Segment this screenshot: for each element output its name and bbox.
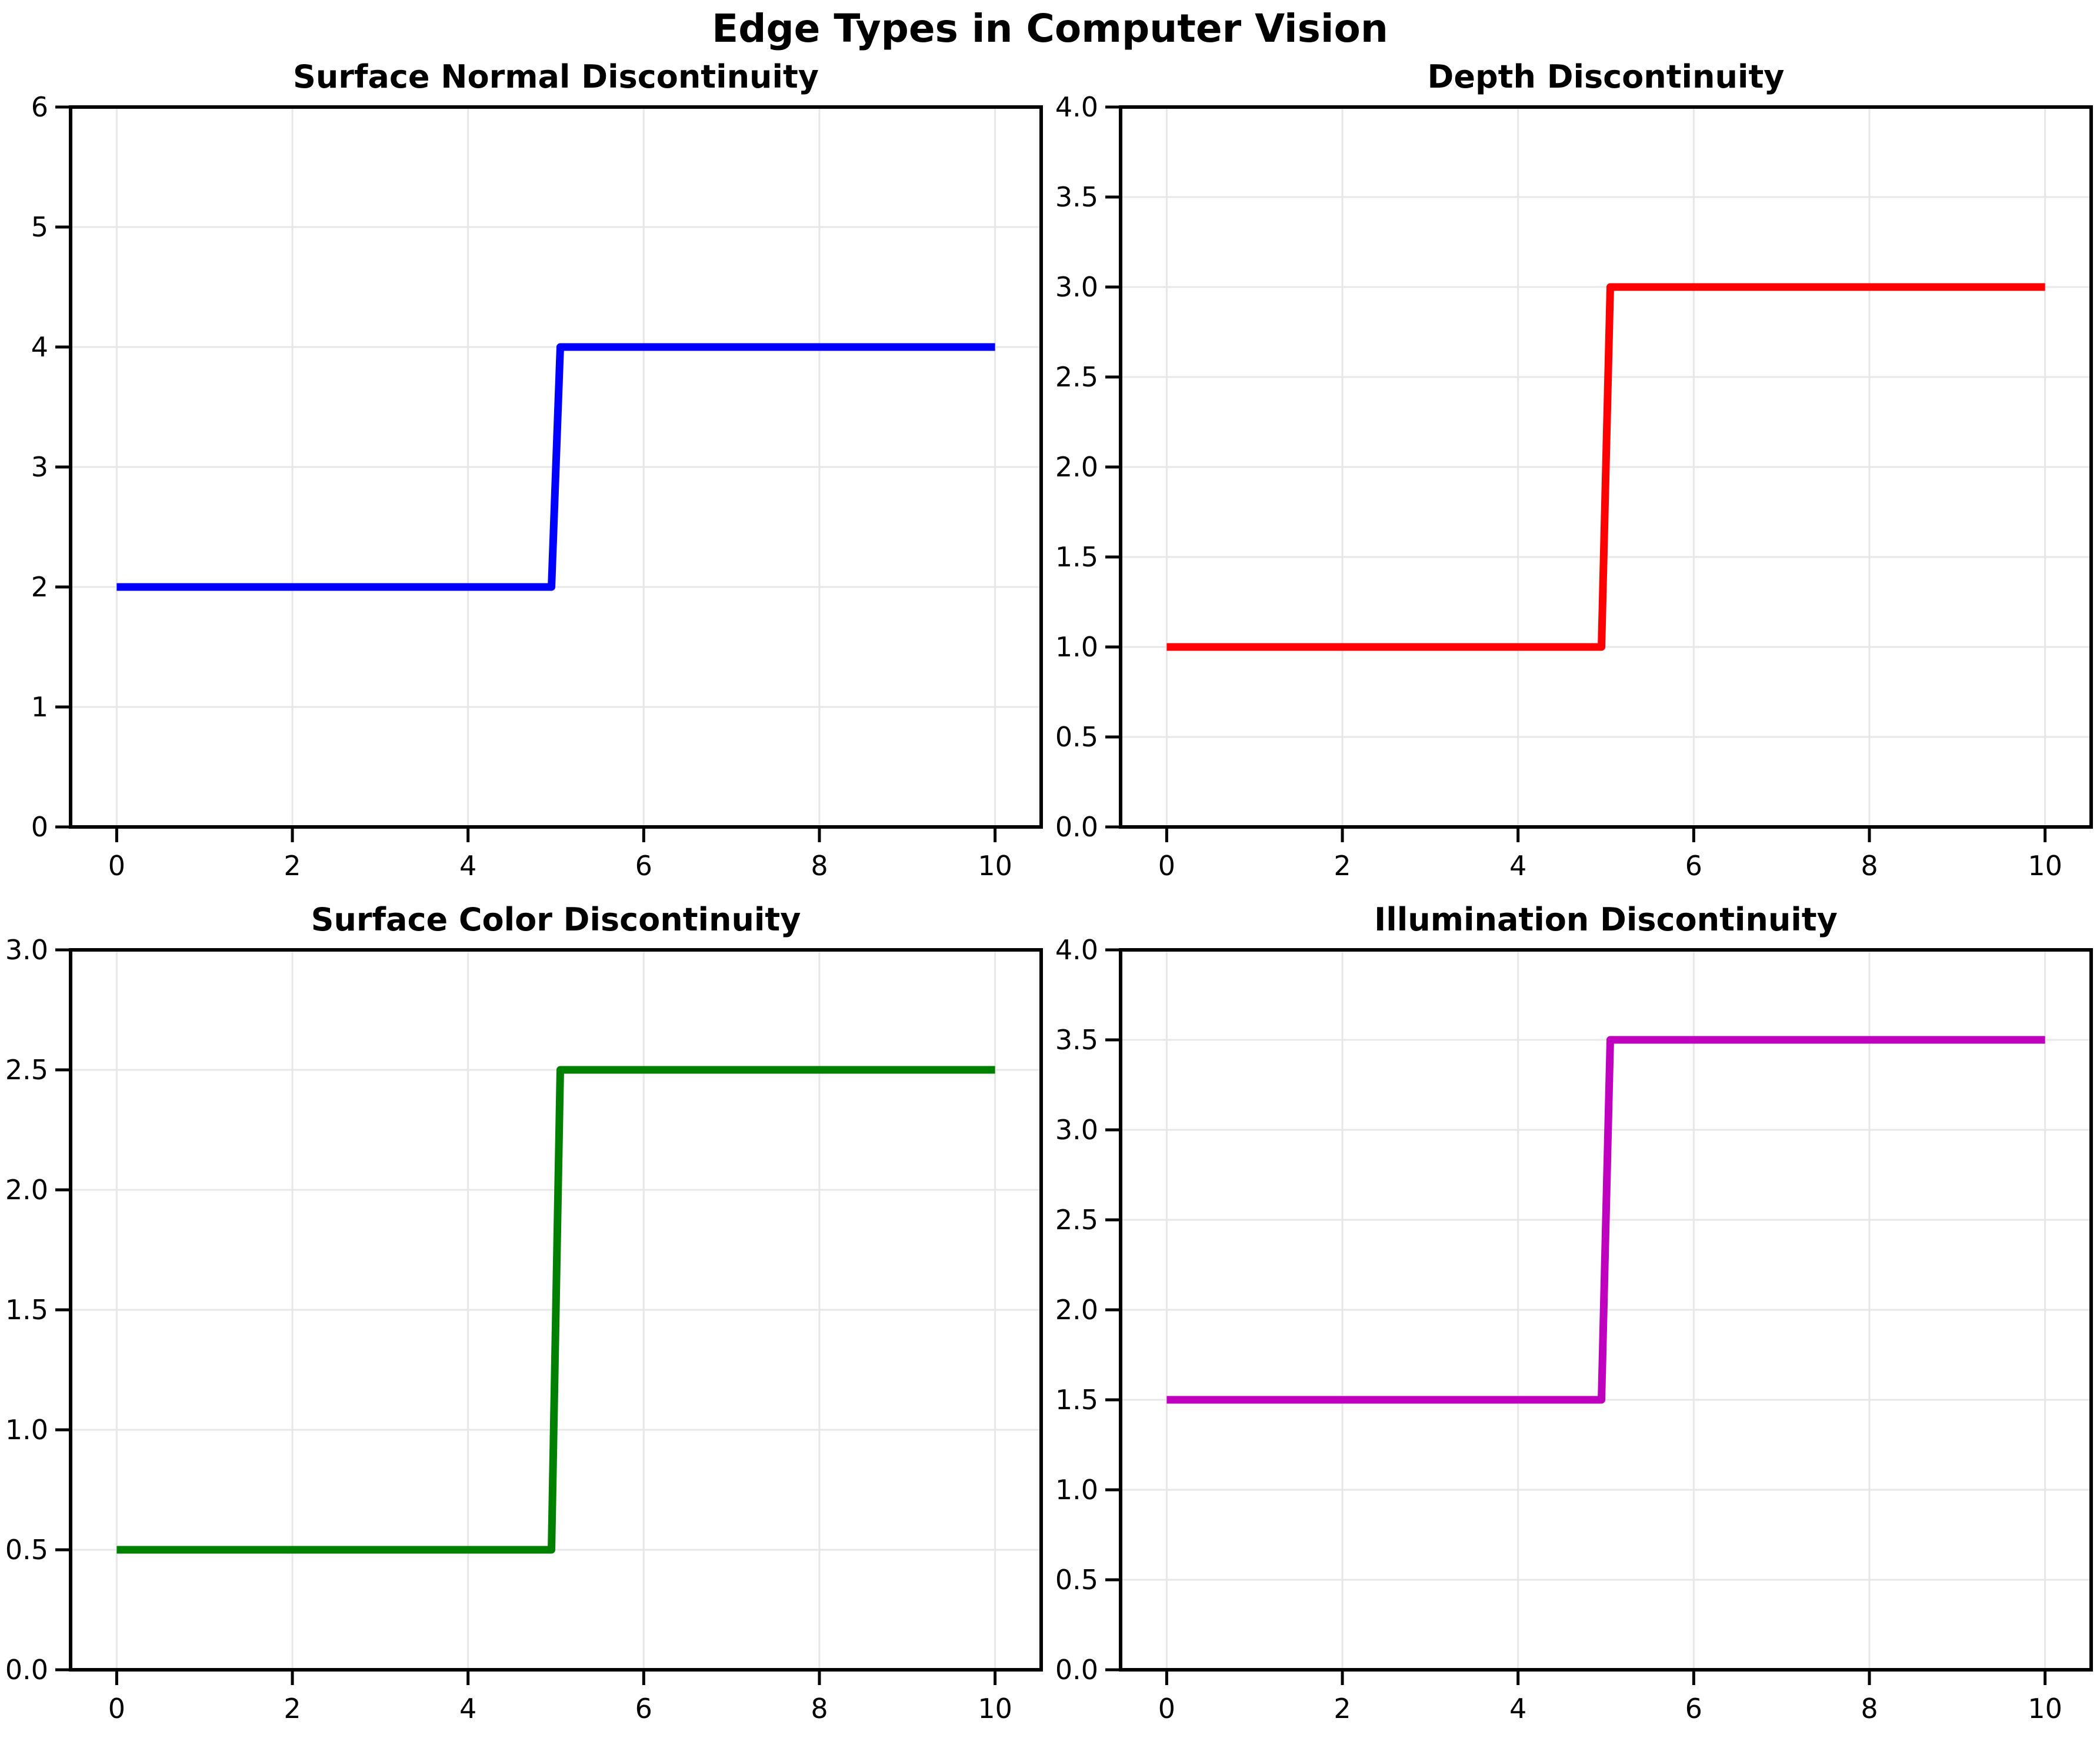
illumination-plot-canvas: 0 2 4 6 8 10 0.0 0.5 1.0 1.5 2.0 2.5 3.0 3.5 4.0: [1055, 934, 2093, 1724]
tick-marks: [1105, 105, 2047, 842]
figure-title: Edge Types in Computer Vision: [712, 6, 1388, 51]
x-tick-label: 2: [1334, 850, 1351, 882]
x-tick-label: 4: [1509, 1693, 1526, 1724]
y-tick-label: 1: [31, 691, 48, 723]
y-tick-label: 3.5: [1055, 181, 1098, 213]
x-tick-label: 0: [108, 850, 125, 882]
tick-marks: [1105, 948, 2047, 1685]
y-tick-label: 1.5: [1055, 1384, 1098, 1416]
subplot-title-depth: Depth Discontinuity: [1427, 58, 1785, 95]
tick-labels: 0 2 4 6 8 10 0.0 0.5 1.0 1.5 2.0 2.5 3.0 3.5 4.0: [1055, 91, 2062, 882]
series-line: [116, 1066, 995, 1554]
y-tick-label: 2.0: [5, 1174, 48, 1206]
axes-spines: [69, 105, 1043, 829]
y-tick-label: 1.0: [1055, 1474, 1098, 1506]
y-tick-label: 1.5: [5, 1294, 48, 1326]
y-tick-label: 2.0: [1055, 451, 1098, 483]
x-tick-label: 8: [1861, 1693, 1878, 1724]
depth-plot-canvas: 0 2 4 6 8 10 0.0 0.5 1.0 1.5 2.0 2.5 3.0 3.5 4.0: [1055, 91, 2093, 882]
x-tick-label: 2: [284, 1693, 301, 1724]
surface-normal-plot-canvas: 0 2 4 6 8 10 0 1 2 3 4 5 6: [31, 91, 1043, 882]
x-tick-label: 8: [811, 850, 828, 882]
tick-marks: [55, 105, 997, 842]
subplot-title-illumination: Illumination Discontinuity: [1374, 901, 1838, 938]
y-tick-label: 4.0: [1055, 934, 1098, 966]
y-tick-label: 0: [31, 811, 48, 843]
tick-labels: 0 2 4 6 8 10 0.0 0.5 1.0 1.5 2.0 2.5 3.0 3.5 4.0: [1055, 934, 2062, 1724]
series-line: [116, 343, 995, 591]
axes-spines: [1119, 105, 2093, 829]
y-tick-label: 0.0: [1055, 811, 1098, 843]
y-tick-label: 3: [31, 451, 48, 483]
x-tick-label: 10: [978, 850, 1012, 882]
x-tick-label: 4: [459, 1693, 476, 1724]
x-tick-label: 4: [459, 850, 476, 882]
x-tick-label: 0: [1158, 850, 1175, 882]
subplot-surface-normal: Surface Normal Discontinuity 0 2 4 6 8 10 0 1 2 3…: [0, 52, 1050, 895]
x-tick-label: 8: [1861, 850, 1878, 882]
y-tick-label: 2: [31, 571, 48, 603]
x-tick-label: 10: [2028, 1693, 2062, 1724]
y-tick-label: 2.5: [1055, 1204, 1098, 1236]
x-tick-label: 6: [1685, 1693, 1702, 1724]
tick-labels: 0 2 4 6 8 10 0 1 2 3 4 5 6: [31, 91, 1012, 882]
y-tick-label: 0.0: [5, 1654, 48, 1686]
y-tick-label: 1.5: [1055, 541, 1098, 573]
x-tick-label: 10: [2028, 850, 2062, 882]
tick-labels: 0 2 4 6 8 10 0.0 0.5 1.0 1.5 2.0 2.5 3.0: [5, 934, 1012, 1724]
x-tick-label: 10: [978, 1693, 1012, 1724]
x-tick-label: 0: [108, 1693, 125, 1724]
axes-spines: [1119, 948, 2093, 1672]
subplot-illumination: Illumination Discontinuity 0 2 4 6 8 10 0.0 0.5…: [1050, 895, 2100, 1737]
surface-color-plot-canvas: 0 2 4 6 8 10 0.0 0.5 1.0 1.5 2.0 2.5 3.0: [5, 934, 1043, 1724]
y-tick-label: 2.0: [1055, 1294, 1098, 1326]
x-tick-label: 6: [635, 1693, 652, 1724]
y-tick-label: 2.5: [5, 1054, 48, 1086]
x-tick-label: 6: [1685, 850, 1702, 882]
subplot-surface-color: Surface Color Discontinuity 0 2 4 6 8 10 0.0 0.…: [0, 895, 1050, 1737]
series-line: [1166, 1036, 2045, 1404]
x-tick-label: 2: [1334, 1693, 1351, 1724]
subplot-title-surface-color: Surface Color Discontinuity: [311, 901, 801, 938]
y-tick-label: 0.5: [1055, 721, 1098, 753]
y-tick-label: 0.5: [5, 1534, 48, 1566]
x-tick-label: 2: [284, 850, 301, 882]
tick-marks: [55, 948, 997, 1685]
x-tick-label: 4: [1509, 850, 1526, 882]
y-tick-label: 1.0: [5, 1414, 48, 1446]
y-tick-label: 4: [31, 331, 48, 363]
x-tick-label: 0: [1158, 1693, 1175, 1724]
y-tick-label: 5: [31, 211, 48, 243]
x-tick-label: 8: [811, 1693, 828, 1724]
y-tick-label: 3.0: [1055, 271, 1098, 303]
subplot-grid: Surface Normal Discontinuity 0 2 4 6 8 10 0 1 2 3…: [0, 52, 2100, 1737]
subplot-title-surface-normal: Surface Normal Discontinuity: [292, 58, 819, 95]
y-tick-label: 1.0: [1055, 631, 1098, 663]
y-tick-label: 0.0: [1055, 1654, 1098, 1686]
x-tick-label: 6: [635, 850, 652, 882]
subplot-depth: Depth Discontinuity 0 2 4 6 8 10 0.0 0.5 1.0 1.5 2…: [1050, 52, 2100, 895]
y-tick-label: 3.5: [1055, 1024, 1098, 1056]
y-tick-label: 2.5: [1055, 361, 1098, 393]
axes-spines: [69, 948, 1043, 1672]
y-tick-label: 3.0: [5, 934, 48, 966]
y-tick-label: 4.0: [1055, 91, 1098, 123]
series-line: [1166, 283, 2045, 651]
y-tick-label: 6: [31, 91, 48, 123]
y-tick-label: 3.0: [1055, 1114, 1098, 1146]
y-tick-label: 0.5: [1055, 1564, 1098, 1596]
